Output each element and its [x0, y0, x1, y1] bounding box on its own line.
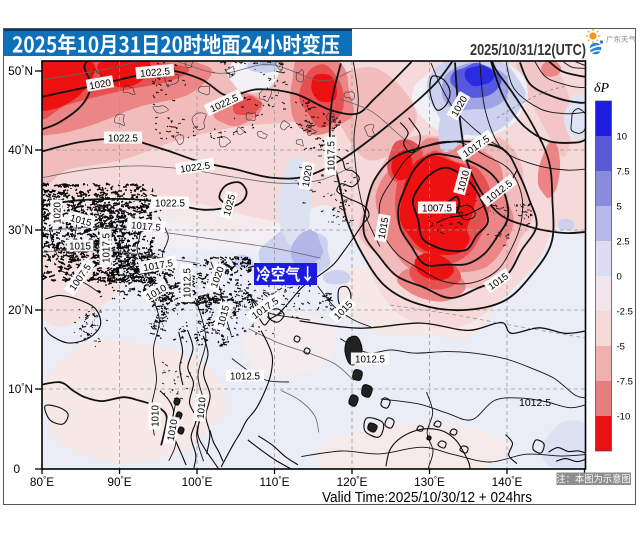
- svg-text:Valid Time:2025/10/30/12 + 024: Valid Time:2025/10/30/12 + 024hrs: [322, 489, 532, 506]
- svg-text:-5: -5: [617, 342, 625, 353]
- svg-text:30°N: 30°N: [8, 223, 33, 237]
- svg-text:1007.5: 1007.5: [422, 204, 453, 215]
- svg-text:2025/10/31/12(UTC): 2025/10/31/12(UTC): [470, 42, 586, 59]
- svg-text:100°E: 100°E: [182, 475, 213, 489]
- svg-text:40°N: 40°N: [8, 143, 33, 157]
- svg-text:0: 0: [13, 462, 20, 476]
- svg-text:1010: 1010: [196, 396, 209, 419]
- svg-text:1020: 1020: [89, 78, 113, 93]
- svg-text:0: 0: [617, 272, 622, 283]
- svg-text:1017.5: 1017.5: [130, 220, 161, 234]
- svg-text:20°N: 20°N: [8, 303, 33, 317]
- svg-text:1017.5: 1017.5: [142, 258, 174, 274]
- svg-text:130°E: 130°E: [414, 475, 445, 489]
- svg-text:-10: -10: [617, 412, 631, 423]
- svg-text:10: 10: [617, 132, 628, 143]
- svg-text:10°N: 10°N: [8, 382, 33, 396]
- svg-text:2.5: 2.5: [617, 237, 630, 248]
- svg-text:1010: 1010: [151, 405, 162, 427]
- svg-text:1015: 1015: [69, 242, 91, 253]
- svg-text:1022.5: 1022.5: [155, 199, 186, 210]
- svg-text:δP: δP: [594, 81, 610, 96]
- svg-text:5: 5: [617, 202, 622, 213]
- svg-text:1012.5: 1012.5: [519, 397, 551, 409]
- svg-text:90°E: 90°E: [107, 475, 131, 489]
- svg-text:1022.5: 1022.5: [180, 160, 212, 175]
- svg-text:1010: 1010: [166, 418, 181, 442]
- svg-text:120°E: 120°E: [337, 475, 368, 489]
- svg-text:1022.5: 1022.5: [140, 66, 171, 80]
- svg-text:50°N: 50°N: [8, 64, 33, 78]
- svg-text:1022.5: 1022.5: [108, 134, 139, 145]
- svg-text:1020: 1020: [301, 164, 316, 188]
- svg-text:140°E: 140°E: [492, 475, 523, 489]
- svg-text:1012.5: 1012.5: [183, 267, 194, 298]
- svg-text:-2.5: -2.5: [617, 307, 633, 318]
- svg-text:7.5: 7.5: [617, 167, 630, 178]
- svg-text:110°E: 110°E: [260, 475, 290, 489]
- svg-text:80°E: 80°E: [30, 475, 54, 489]
- svg-text:1012.5: 1012.5: [230, 372, 261, 383]
- svg-text:1017.5: 1017.5: [327, 140, 338, 171]
- svg-text:1015: 1015: [377, 216, 392, 240]
- svg-text:1012.5: 1012.5: [355, 355, 386, 366]
- svg-text:1020: 1020: [53, 202, 64, 224]
- svg-text:-7.5: -7.5: [617, 377, 633, 388]
- svg-text:1017.5: 1017.5: [102, 232, 113, 263]
